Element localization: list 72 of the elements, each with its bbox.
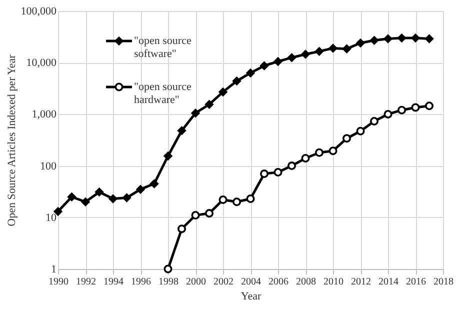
y-tick-label: 10 — [46, 212, 57, 224]
point — [397, 106, 406, 114]
x-tick-label: 2004 — [241, 276, 261, 288]
x-tick-label: 2016 — [406, 276, 426, 288]
point — [314, 47, 324, 56]
x-tick-label: 1994 — [104, 276, 124, 288]
point — [424, 102, 434, 110]
legend-label: "open source software" — [134, 35, 192, 60]
x-tick-label: 1992 — [76, 276, 96, 288]
point — [328, 146, 338, 156]
x-axis-title: Year — [240, 290, 262, 302]
x-tick-label: 2012 — [351, 276, 371, 288]
x-tick-label: 2000 — [186, 276, 206, 288]
legend-label: "open source hardware" — [134, 81, 192, 106]
x-tick-label: 1990 — [48, 276, 68, 288]
point — [301, 50, 310, 59]
point — [287, 162, 296, 170]
x-tick-label: 1996 — [131, 276, 151, 288]
point — [411, 34, 420, 42]
point — [218, 88, 228, 96]
point — [246, 194, 255, 203]
point — [218, 195, 228, 204]
y-tick-label: 100 — [40, 160, 57, 172]
point — [274, 57, 282, 66]
point — [94, 188, 104, 196]
y-axis-title: Open Source Articles Indexed per Year — [6, 54, 18, 226]
point — [150, 179, 159, 188]
point — [246, 68, 255, 78]
x-tick-label: 2018 — [434, 276, 454, 288]
point — [260, 170, 269, 178]
point — [67, 192, 76, 202]
point — [260, 61, 269, 70]
x-tick-label: 2002 — [214, 276, 234, 288]
point — [122, 194, 132, 202]
point — [370, 36, 379, 45]
point — [384, 110, 392, 118]
point — [191, 108, 200, 118]
x-tick-label: 1998 — [158, 276, 178, 288]
y-tick-label: 1,000 — [32, 108, 57, 121]
y-tick-label: 10,000 — [26, 57, 57, 70]
point — [204, 209, 214, 218]
point — [356, 126, 365, 136]
point — [136, 185, 145, 194]
point — [342, 134, 352, 143]
point — [81, 198, 90, 206]
point — [164, 152, 172, 160]
point — [424, 34, 434, 43]
point — [274, 168, 282, 176]
y-tick-label: 100,000 — [20, 6, 57, 18]
point — [314, 148, 324, 157]
point — [328, 44, 338, 52]
point — [342, 44, 352, 54]
point — [397, 34, 406, 42]
x-tick-label: 2008 — [296, 276, 316, 288]
point — [108, 194, 118, 203]
point — [177, 126, 186, 135]
point — [370, 117, 379, 126]
point — [164, 264, 172, 274]
point — [301, 154, 310, 163]
x-tick-label: 2014 — [378, 276, 398, 288]
point — [177, 224, 186, 234]
point — [287, 53, 296, 62]
x-tick-label: 2006 — [268, 276, 288, 288]
point — [411, 103, 420, 112]
point — [356, 38, 365, 48]
point — [204, 100, 214, 109]
point — [232, 198, 242, 206]
point — [384, 34, 392, 43]
y-tick-label: 1 — [51, 264, 56, 276]
point — [191, 211, 200, 220]
point — [232, 76, 242, 86]
x-tick-label: 2010 — [324, 276, 344, 288]
